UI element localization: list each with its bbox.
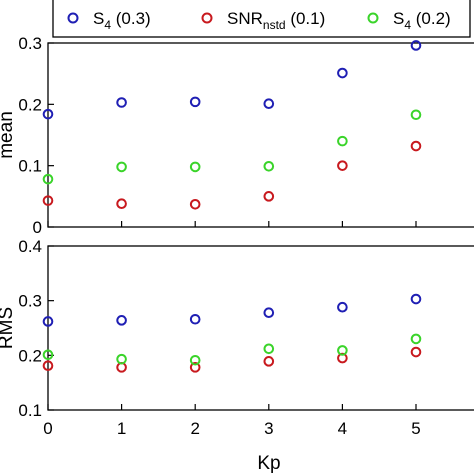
point-snr_01-rms — [42, 360, 54, 372]
point-snr_01-mean — [263, 191, 275, 202]
point-s4_03-rms — [189, 313, 201, 325]
point-snr_01-mean — [116, 198, 127, 209]
y-ticks-rms: 0.1 0.2 0.3 0.4 — [18, 237, 54, 420]
point-s4_03-rms — [116, 315, 127, 326]
plot-area-rms — [47, 245, 474, 411]
y-tick-label-mean: 0.2 — [18, 95, 42, 114]
point-snr_01-rms — [189, 362, 201, 373]
legend-item-3: S4 (0.2) — [367, 9, 451, 32]
point-s4_03-mean — [42, 108, 54, 120]
point-s4_02-mean — [410, 109, 422, 121]
y-tick-label-mean: 0.1 — [18, 157, 42, 176]
legend-marker-2 — [201, 12, 213, 24]
point-s4_03-mean — [263, 98, 275, 110]
point-s4_02-mean — [116, 161, 127, 173]
x-ticks-rms: 0 1 2 3 4 5 — [43, 404, 421, 438]
point-s4_02-rms — [116, 353, 127, 365]
point-s4_03-rms — [42, 316, 54, 327]
point-s4_02-mean — [337, 135, 348, 147]
x-tick-label: 2 — [190, 419, 199, 438]
point-snr_01-mean — [42, 195, 54, 206]
point-s4_02-rms — [410, 333, 422, 345]
point-s4_02-mean — [263, 160, 275, 172]
point-snr_01-mean — [410, 140, 422, 152]
y-tick-label-rms: 0.3 — [18, 292, 42, 311]
point-s4_02-mean — [189, 161, 201, 173]
point-s4_03-rms — [263, 307, 275, 318]
legend-item-1: S4 (0.3) — [67, 9, 151, 32]
legend-marker-3 — [367, 12, 379, 24]
x-tick-label: 3 — [264, 419, 273, 438]
y-axis-label-mean: mean — [0, 111, 17, 159]
legend-item-2: SNRnstd (0.1) — [201, 9, 325, 32]
point-s4_02-rms — [42, 349, 54, 361]
legend: S4 (0.3) SNRnstd (0.1) S4 (0.2) — [52, 0, 471, 38]
legend-label-2: SNRnstd (0.1) — [227, 9, 325, 32]
y-ticks-mean: 0 0.1 0.2 0.3 — [18, 34, 417, 237]
legend-label-3: S4 (0.2) — [393, 9, 451, 32]
chart-rms: RMS Kp 0.1 0.2 0.3 0.4 0 1 2 3 4 5 — [0, 237, 474, 474]
x-axis-label: Kp — [257, 453, 280, 474]
point-s4_02-mean — [42, 173, 54, 185]
point-s4_03-rms — [337, 301, 348, 313]
point-snr_01-mean — [189, 199, 201, 210]
point-snr_01-rms — [410, 346, 422, 358]
x-tick-label: 4 — [338, 419, 347, 438]
y-axis-label-rms: RMS — [0, 307, 17, 349]
plot-area-mean — [47, 42, 474, 228]
x-tick-label: 0 — [43, 419, 52, 438]
y-tick-label-rms: 0.2 — [18, 346, 42, 365]
chart-mean: mean 0 0.1 0.2 0.3 — [0, 34, 474, 237]
x-tick-label: 1 — [117, 419, 126, 438]
point-snr_01-mean — [337, 160, 348, 171]
point-s4_03-mean — [337, 67, 348, 79]
point-s4_02-rms — [337, 345, 348, 356]
y-tick-label-mean: 0 — [33, 218, 42, 237]
y-tick-label-rms: 0.4 — [18, 237, 42, 256]
point-s4_03-mean — [410, 40, 422, 51]
point-s4_03-rms — [410, 293, 422, 305]
point-s4_02-rms — [189, 354, 201, 366]
points-rms — [42, 293, 422, 373]
legend-marker-1 — [67, 12, 79, 24]
point-s4_03-mean — [116, 97, 127, 108]
point-s4_03-mean — [189, 96, 201, 108]
points-mean — [42, 40, 422, 210]
y-tick-label-mean: 0.3 — [18, 34, 42, 53]
legend-label-1: S4 (0.3) — [93, 9, 151, 32]
point-s4_02-rms — [263, 343, 275, 355]
y-tick-label-rms: 0.1 — [18, 401, 42, 420]
point-snr_01-rms — [263, 356, 275, 367]
x-tick-label: 5 — [411, 419, 420, 438]
legend-box — [52, 0, 471, 38]
